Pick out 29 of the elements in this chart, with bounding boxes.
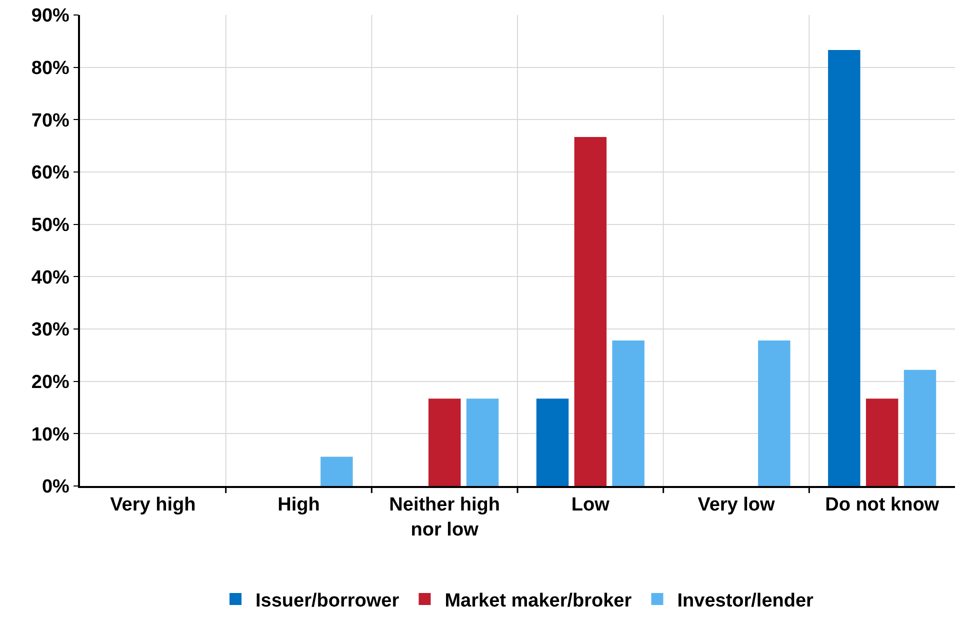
bar bbox=[866, 398, 898, 486]
y-tick-label: 90% bbox=[31, 6, 70, 27]
x-tick-label: Very high bbox=[110, 494, 196, 516]
y-tick-label: 80% bbox=[31, 58, 70, 79]
bar bbox=[574, 136, 607, 486]
y-tick-label: 70% bbox=[31, 110, 70, 132]
y-tick-label: 50% bbox=[31, 214, 70, 236]
bar bbox=[536, 398, 569, 486]
bar bbox=[828, 50, 860, 486]
x-tick-label: Neither high nor low bbox=[389, 494, 500, 540]
legend-label: Market maker/broker bbox=[444, 590, 632, 612]
bar bbox=[612, 340, 644, 486]
bar bbox=[466, 398, 499, 486]
y-tick-label: 40% bbox=[31, 267, 70, 288]
y-tick-label: 20% bbox=[31, 372, 70, 393]
bar bbox=[320, 456, 353, 486]
y-tick-label: 60% bbox=[31, 162, 70, 184]
bar bbox=[904, 370, 936, 486]
x-tick-label: High bbox=[278, 494, 320, 516]
y-tick-label: 10% bbox=[31, 424, 70, 446]
y-tick-label: 30% bbox=[31, 320, 70, 341]
bar bbox=[758, 340, 790, 486]
legend-label: Investor/lender bbox=[677, 590, 814, 612]
bar bbox=[428, 398, 461, 486]
x-tick-label: Low bbox=[571, 494, 610, 516]
legend-label: Issuer/borrower bbox=[256, 590, 400, 612]
y-tick-label: 0% bbox=[42, 476, 70, 498]
x-tick-label: Very low bbox=[698, 494, 776, 516]
x-tick-label: Do not know bbox=[825, 494, 940, 516]
